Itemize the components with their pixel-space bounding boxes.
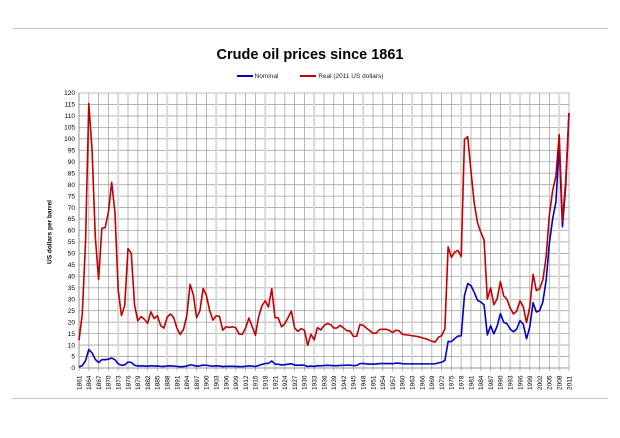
x-tick-label: 1873 [116,375,123,390]
y-tick-label: 70 [68,205,76,212]
y-tick-label: 60 [68,228,76,235]
real-series-line [78,102,570,347]
x-tick-label: 1882 [145,375,152,390]
nominal-series-line [78,112,570,368]
legend-label-nominal: Nominal [254,72,279,80]
y-tick-label: 115 [65,102,76,109]
x-tick-label: 1975 [449,375,456,390]
x-tick-label: 1987 [488,375,495,390]
y-tick-label: 10 [68,342,76,349]
x-tick-label: 1936 [321,375,328,390]
x-tick-label: 1942 [341,375,348,390]
x-tick-label: 1879 [135,375,142,390]
x-tick-label: 1972 [439,375,446,390]
y-tick-label: 5 [71,354,75,361]
x-tick-label: 1933 [312,375,319,390]
y-tick-label: 30 [68,296,76,303]
x-tick-label: 1876 [125,375,132,390]
x-tick-label: 1861 [76,375,83,390]
x-tick-label: 2005 [547,375,554,390]
legend-item-nominal: Nominal [236,72,279,80]
legend-swatch-nominal-icon [236,75,253,77]
legend-label-real: Real (2011 US dollars) [318,72,384,80]
y-tick-label: 85 [68,170,76,177]
x-tick-label: 1864 [86,375,93,390]
y-tick-label: 100 [64,136,75,143]
legend: Nominal Real (2011 US dollars) [0,72,620,80]
x-tick-label: 2002 [537,375,544,390]
x-tick-label: 1870 [106,375,113,390]
x-axis-ticks: 1861 1864 1867 1870 1873 1876 1879 1882 1885 1888… [76,375,573,390]
x-tick-label: 1894 [184,375,191,390]
x-tick-label: 2011 [566,376,573,390]
x-tick-label: 1948 [361,375,368,390]
y-tick-label: 45 [68,262,76,269]
x-tick-label: 1867 [96,375,103,390]
y-tick-label: 25 [68,308,76,315]
y-tick-label: 40 [68,274,76,281]
y-tick-label: 0 [71,365,75,372]
x-tick-label: 1993 [508,375,515,390]
x-tick-label: 1996 [517,375,524,390]
x-tick-label: 1930 [302,375,309,390]
top-divider [12,28,608,29]
x-tick-label: 1957 [390,375,397,390]
y-axis-ticks: 0 5 10 15 20 25 30 35 40 45 50 55 60 65 70 75 80 85 90 95 10… [64,90,75,372]
y-tick-label: 120 [64,90,75,97]
y-tick-label: 65 [68,216,76,223]
y-tick-label: 80 [68,182,76,189]
legend-item-real: Real (2011 US dollars) [300,73,383,80]
x-tick-label: 1939 [331,375,338,390]
x-tick-label: 1885 [155,375,162,390]
x-tick-label: 1945 [351,375,358,390]
y-tick-label: 110 [65,113,76,120]
x-tick-label: 2008 [557,375,564,390]
chart-title: Crude oil prices since 1861 [216,47,404,63]
x-tick-label: 1915 [253,375,260,390]
x-tick-label: 1990 [498,375,505,390]
x-tick-label: 1903 [214,375,221,390]
x-tick-label: 1888 [165,375,172,390]
x-tick-label: 1978 [459,375,466,390]
x-tick-label: 1966 [419,375,426,390]
x-tick-label: 1960 [400,375,407,390]
x-tick-label: 1906 [223,375,230,390]
x-tick-label: 1984 [478,375,485,390]
y-tick-label: 20 [68,319,76,326]
y-tick-label: 50 [68,251,76,258]
legend-swatch-real-icon [300,75,317,77]
x-tick-label: 1963 [410,375,417,390]
y-tick-label: 90 [68,159,76,166]
x-tick-label: 1909 [233,375,240,390]
y-tick-label: 55 [68,239,76,246]
x-tick-label: 1912 [243,375,250,390]
y-tick-label: 105 [64,125,75,132]
x-tick-label: 1924 [282,375,289,390]
x-tick-label: 1891 [174,375,181,390]
y-tick-label: 35 [68,285,76,292]
x-tick-label: 1918 [263,375,270,390]
x-tick-label: 1999 [527,375,534,390]
x-tick-label: 1900 [204,375,211,390]
y-tick-label: 75 [68,193,76,200]
x-tick-label: 1897 [194,375,201,390]
x-tick-label: 1921 [272,375,279,390]
x-tick-label: 1951 [370,375,377,390]
x-tick-label: 1927 [292,375,299,390]
data-series [78,102,570,368]
x-tick-label: 1969 [429,375,436,390]
x-tick-label: 1981 [468,375,475,390]
y-tick-label: 15 [68,331,76,338]
x-tick-label: 1954 [380,375,387,390]
y-tick-label: 95 [68,147,76,154]
bottom-divider [12,398,608,399]
